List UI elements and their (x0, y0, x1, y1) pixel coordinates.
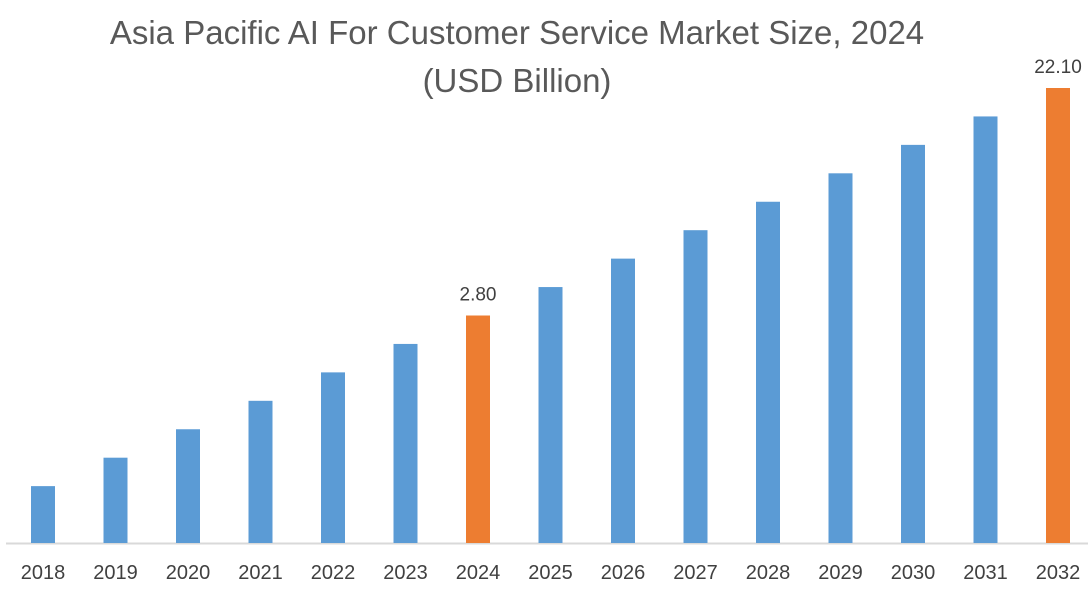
x-tick-label: 2032 (1036, 562, 1081, 584)
x-tick-label: 2026 (601, 562, 646, 584)
bar-2018 (31, 486, 55, 543)
x-tick-label: 2027 (673, 562, 718, 584)
x-tick-label: 2030 (891, 562, 936, 584)
x-tick-label: 2025 (528, 562, 573, 584)
chart-title: Asia Pacific AI For Customer Service Mar… (110, 14, 924, 51)
data-label-2024: 2.80 (460, 285, 497, 306)
bar-2022 (321, 372, 345, 543)
x-tick-label: 2029 (818, 562, 863, 584)
bar-2019 (103, 457, 128, 543)
bar-2031 (973, 116, 998, 543)
data-label-2032: 22.10 (1034, 57, 1082, 78)
bar-2025 (538, 287, 563, 543)
bar-2023 (393, 343, 418, 543)
bar-2027 (683, 230, 708, 543)
x-tick-label: 2021 (238, 562, 283, 584)
bar-2032 (1046, 88, 1070, 543)
bar-2026 (611, 258, 635, 543)
bar-2028 (756, 201, 780, 543)
x-tick-label: 2018 (21, 562, 66, 584)
x-tick-label: 2023 (383, 562, 428, 584)
x-tick-label: 2022 (311, 562, 356, 584)
bar-2024 (466, 315, 490, 543)
x-tick-label: 2031 (963, 562, 1008, 584)
bar-2030 (901, 144, 925, 543)
bar-2021 (248, 400, 273, 543)
x-tick-label: 2019 (93, 562, 138, 584)
x-tick-label: 2024 (456, 562, 501, 584)
bar-2020 (176, 429, 200, 543)
bar-2029 (828, 173, 853, 543)
x-tick-label: 2020 (166, 562, 211, 584)
chart-subtitle: (USD Billion) (423, 62, 612, 99)
x-tick-label: 2028 (746, 562, 791, 584)
